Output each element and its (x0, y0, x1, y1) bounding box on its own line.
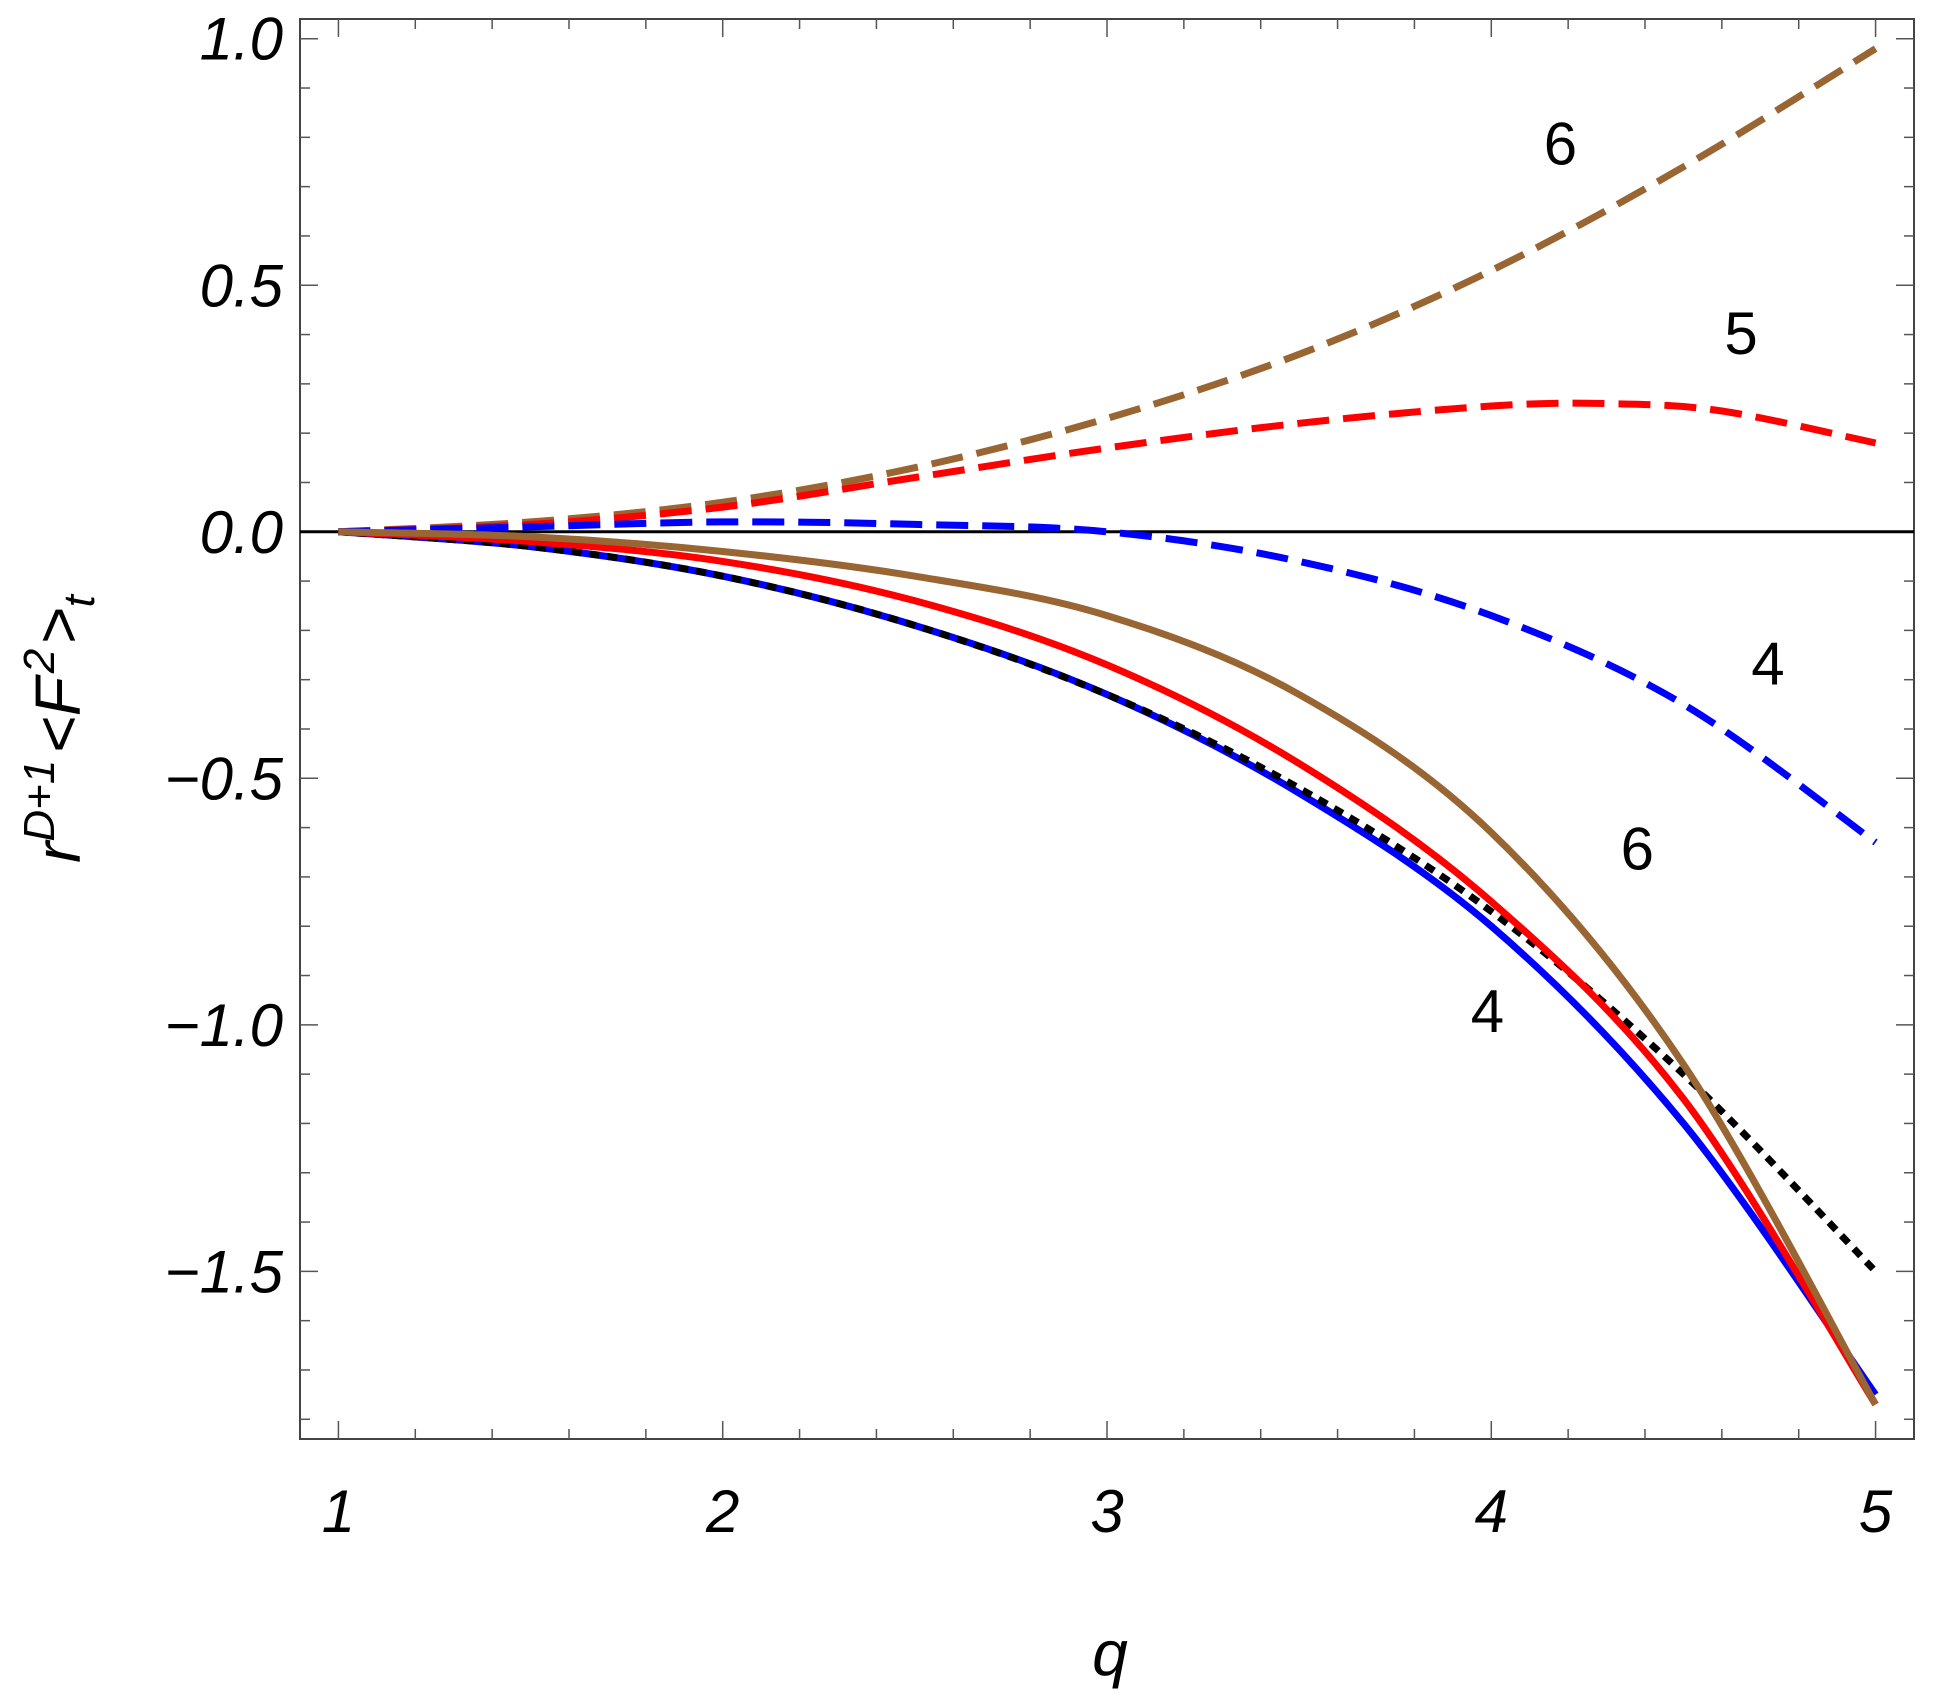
x-tick-label: 2 (705, 1478, 739, 1545)
y-tick-label: −1.5 (165, 1238, 284, 1305)
x-tick-label: 3 (1090, 1478, 1123, 1545)
series-line-6 (338, 528, 1879, 1407)
axis-ticks (300, 19, 1914, 1439)
series-layer (338, 45, 1879, 1407)
y-axis-title: rD+1 <F2 >t (15, 593, 104, 863)
curve-label: 5 (1724, 300, 1757, 367)
y-axis-title-open: <F (22, 673, 94, 753)
curve-label: 6 (1544, 110, 1577, 177)
plot-frame (299, 18, 1915, 1440)
series-line-3 (338, 518, 1878, 846)
series-line-7 (338, 528, 1879, 1407)
series-line-1 (338, 45, 1878, 536)
y-tick-labels: 1.0 0.5 0.0 −0.5 −1.0 −1.5 (165, 6, 284, 1306)
curve-label: 4 (1751, 630, 1784, 697)
x-axis-title: q (1092, 1617, 1128, 1689)
x-tick-label: 5 (1859, 1478, 1893, 1545)
y-axis-title-open-sup: 2 (15, 649, 64, 674)
series-line-5 (338, 528, 1879, 1274)
y-tick-label: 0.0 (200, 499, 283, 566)
curve-label: 4 (1471, 978, 1504, 1045)
series-line-2 (338, 399, 1877, 536)
y-tick-label: 1.0 (200, 6, 283, 73)
x-tick-label: 4 (1475, 1478, 1508, 1545)
y-axis-title-close: > (22, 607, 94, 644)
y-axis-title-base-sup: D+1 (15, 760, 64, 842)
y-tick-label: 0.5 (200, 252, 284, 319)
x-tick-label: 1 (322, 1478, 355, 1545)
y-tick-label: −0.5 (165, 745, 284, 812)
curve-label: 6 (1621, 815, 1654, 882)
y-axis-title-base: r (22, 839, 94, 863)
y-tick-label: −1.0 (165, 992, 283, 1059)
curve-annotations: 6 5 4 6 4 (1471, 110, 1785, 1045)
x-tick-labels: 1 2 3 4 5 (322, 1478, 1893, 1545)
series-line-4 (338, 528, 1879, 1397)
y-axis-title-close-sub: t (55, 593, 104, 607)
